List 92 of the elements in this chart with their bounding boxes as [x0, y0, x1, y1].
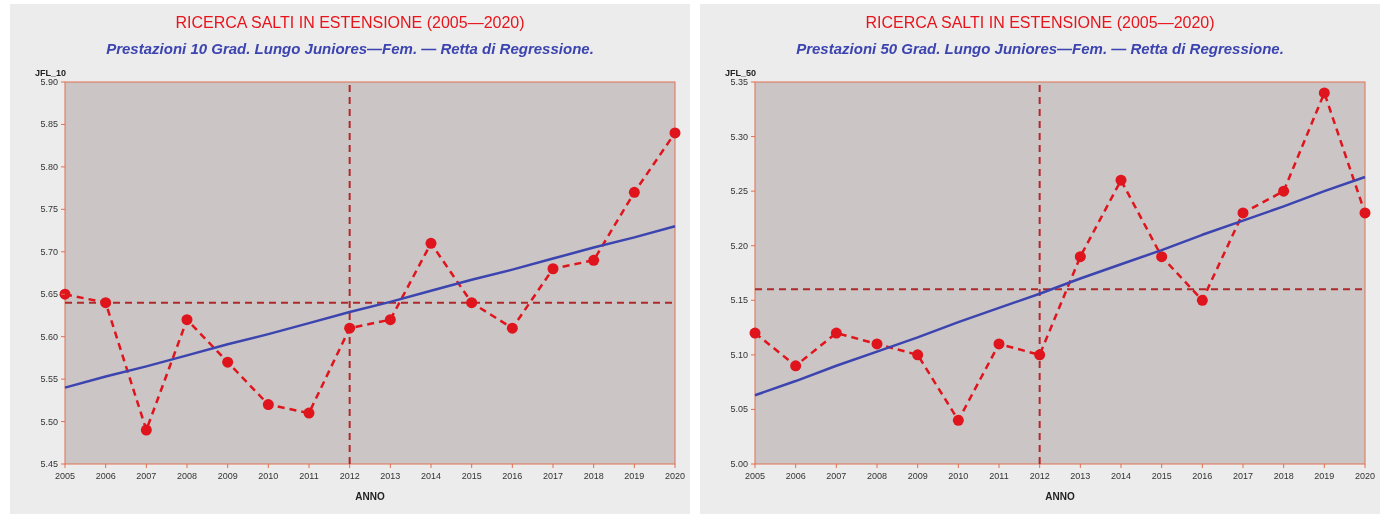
point	[1278, 185, 1290, 197]
x-tick-label: 2012	[1029, 471, 1050, 481]
chart-subtitle: Prestazioni 10 Grad. Lungo Juniores—Fem. — Retta di Regressione.	[106, 40, 594, 57]
y-tick-label: 5.10	[730, 349, 748, 360]
point	[993, 338, 1005, 350]
point	[1074, 251, 1086, 263]
x-tick-label: 2006	[785, 471, 806, 481]
point	[262, 399, 274, 411]
point	[59, 288, 71, 300]
point	[669, 127, 681, 139]
point	[830, 327, 842, 339]
y-axis-title: JFL_50	[725, 68, 757, 78]
chart-subtitle: Prestazioni 50 Grad. Lungo Juniores—Fem. — Retta di Regressione.	[796, 40, 1284, 57]
point	[1034, 349, 1046, 361]
point	[384, 314, 396, 326]
point	[912, 349, 924, 361]
x-tick-label: 2016	[502, 471, 523, 481]
x-tick-label: 2016	[1192, 471, 1213, 481]
x-tick-label: 2015	[1151, 471, 1172, 481]
x-tick-label: 2014	[1110, 471, 1132, 481]
point	[790, 360, 802, 372]
y-tick-label: 5.45	[40, 459, 58, 469]
line-series	[753, 175, 1367, 397]
point	[547, 263, 559, 275]
x-tick-label: 2013	[380, 471, 401, 481]
point	[1196, 294, 1208, 306]
point	[952, 414, 964, 426]
point	[588, 254, 600, 266]
point	[1237, 207, 1249, 219]
x-tick-label: 2020	[1354, 471, 1376, 481]
point	[749, 327, 761, 339]
y-tick-label: 5.25	[730, 186, 748, 197]
point	[628, 186, 640, 198]
x-tick-label: 2017	[542, 471, 564, 481]
x-tick-label: 2008	[866, 471, 888, 481]
point	[222, 356, 234, 368]
x-tick-label: 2011	[299, 471, 319, 481]
x-tick-label: 2011	[989, 471, 1009, 481]
y-tick-label: 5.00	[730, 459, 748, 469]
y-tick-label: 5.70	[40, 246, 58, 257]
point	[181, 314, 193, 326]
point	[871, 338, 883, 350]
x-tick-label: 2010	[948, 471, 969, 481]
x-tick-label: 2005	[744, 471, 766, 481]
x-tick-label: 2007	[826, 471, 847, 481]
point	[344, 322, 356, 334]
x-axis-title: ANNO	[355, 491, 385, 502]
x-tick-label: 2008	[176, 471, 198, 481]
point	[1318, 87, 1330, 99]
point	[1115, 174, 1127, 186]
y-tick-label: 5.90	[40, 77, 58, 87]
x-tick-label: 2019	[624, 471, 645, 481]
x-tick-label: 2015	[461, 471, 482, 481]
point	[466, 297, 478, 309]
x-axis-title: ANNO	[1045, 491, 1075, 502]
y-tick-label: 5.65	[40, 289, 58, 300]
x-tick-label: 2010	[258, 471, 279, 481]
y-tick-label: 5.35	[730, 77, 748, 87]
point	[1156, 251, 1168, 263]
y-tick-label: 5.80	[40, 161, 58, 172]
x-tick-label: 2007	[136, 471, 157, 481]
point	[100, 297, 112, 309]
x-tick-label: 2013	[1070, 471, 1091, 481]
point	[1359, 207, 1371, 219]
y-axis-title: JFL_10	[35, 68, 67, 78]
point	[506, 322, 518, 334]
x-tick-label: 2012	[339, 471, 360, 481]
x-tick-label: 2017	[1232, 471, 1254, 481]
y-tick-label: 5.50	[40, 416, 58, 427]
y-tick-label: 5.20	[730, 240, 748, 251]
point	[140, 424, 152, 436]
x-tick-label: 2006	[95, 471, 116, 481]
y-tick-label: 5.55	[40, 374, 58, 385]
point	[425, 237, 437, 249]
x-tick-label: 2005	[54, 471, 76, 481]
y-tick-label: 5.60	[40, 331, 58, 342]
chart-title: RICERCA SALTI IN ESTENSIONE (2005—2020)	[175, 14, 525, 31]
y-tick-label: 5.85	[40, 119, 58, 130]
line-series	[63, 225, 677, 389]
x-tick-label: 2014	[420, 471, 442, 481]
point	[303, 407, 315, 419]
x-tick-label: 2009	[217, 471, 238, 481]
y-tick-label: 5.15	[730, 295, 748, 306]
x-tick-label: 2018	[1273, 471, 1294, 481]
y-tick-label: 5.05	[730, 404, 748, 415]
y-tick-label: 5.75	[40, 204, 58, 215]
x-tick-label: 2018	[583, 471, 604, 481]
x-tick-label: 2009	[907, 471, 928, 481]
x-tick-label: 2019	[1314, 471, 1335, 481]
y-tick-label: 5.30	[730, 131, 748, 142]
x-tick-label: 2020	[664, 471, 686, 481]
chart-title: RICERCA SALTI IN ESTENSIONE (2005—2020)	[865, 14, 1215, 31]
